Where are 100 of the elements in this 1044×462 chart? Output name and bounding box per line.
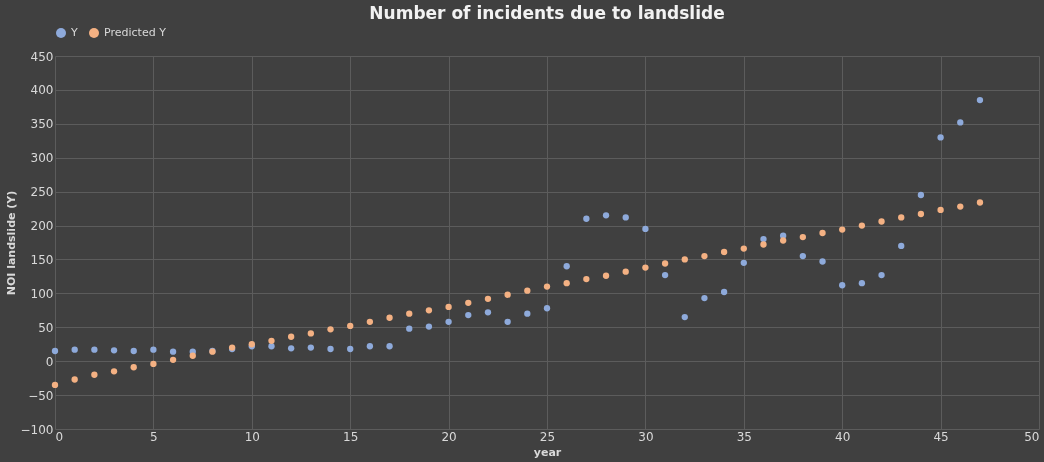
y-tick-label: 250 xyxy=(30,185,54,200)
point xyxy=(780,237,787,244)
x-axis-title: year xyxy=(533,445,562,459)
x-tick-label: 20 xyxy=(441,429,457,444)
y-axis-title: NOI landslide (Y) xyxy=(4,190,18,296)
point xyxy=(307,330,314,337)
y-tick-label: 350 xyxy=(30,117,54,132)
point xyxy=(366,343,374,350)
point xyxy=(642,225,649,233)
point xyxy=(189,352,196,359)
y-tick-label: 100 xyxy=(30,286,54,301)
y-tick-label: 200 xyxy=(30,219,54,234)
point xyxy=(898,214,905,221)
point xyxy=(661,271,669,279)
point xyxy=(602,212,610,219)
point xyxy=(799,252,806,260)
point xyxy=(347,345,354,353)
point xyxy=(858,280,866,287)
point xyxy=(268,343,275,350)
point xyxy=(681,256,688,263)
point xyxy=(386,343,393,350)
x-tick-label: 25 xyxy=(539,429,556,444)
x-tick-label: 5 xyxy=(150,429,158,444)
point xyxy=(91,371,98,378)
point xyxy=(110,368,118,375)
point xyxy=(347,322,354,330)
point xyxy=(858,222,866,229)
x-tick-label: 50 xyxy=(1024,429,1040,444)
point xyxy=(406,325,413,332)
y-tick-label: 300 xyxy=(30,151,54,166)
point xyxy=(484,295,492,302)
point xyxy=(839,226,846,233)
point xyxy=(701,252,708,260)
point xyxy=(839,282,846,289)
legend-label: Y xyxy=(70,26,78,39)
point xyxy=(622,214,629,221)
point xyxy=(740,245,747,252)
point xyxy=(71,376,78,383)
point xyxy=(169,356,177,363)
y-tick-label: −50 xyxy=(28,388,54,403)
point xyxy=(799,233,806,241)
point xyxy=(740,259,747,266)
point xyxy=(642,264,649,271)
point xyxy=(110,347,118,354)
point xyxy=(386,314,393,321)
point xyxy=(701,294,708,302)
x-tick-label: 35 xyxy=(736,429,752,444)
point xyxy=(681,313,688,321)
point xyxy=(327,326,334,333)
point xyxy=(524,310,531,317)
point xyxy=(760,235,767,243)
x-tick-label: 30 xyxy=(638,429,654,444)
point xyxy=(661,260,669,267)
point xyxy=(268,337,275,344)
point xyxy=(169,348,177,355)
point xyxy=(602,272,610,279)
legend-label: Predicted Y xyxy=(104,26,167,39)
point xyxy=(720,288,728,296)
point xyxy=(760,241,767,248)
point xyxy=(445,318,452,325)
point xyxy=(583,215,590,222)
point xyxy=(484,309,492,316)
y-tick-label: 50 xyxy=(38,320,54,335)
point xyxy=(366,318,374,325)
point xyxy=(819,258,826,265)
point xyxy=(937,206,944,214)
point xyxy=(91,346,98,353)
point xyxy=(425,323,433,330)
x-tick-label: 0 xyxy=(55,429,64,444)
point xyxy=(150,346,157,353)
x-tick-label: 45 xyxy=(933,429,949,444)
point xyxy=(406,310,413,317)
point xyxy=(937,134,944,141)
point xyxy=(51,347,59,355)
point xyxy=(917,210,925,218)
x-tick-label: 10 xyxy=(244,429,260,444)
point xyxy=(720,248,728,256)
y-tick-label: −100 xyxy=(20,422,54,437)
point xyxy=(543,283,551,290)
point xyxy=(71,346,78,353)
point xyxy=(622,268,629,275)
point xyxy=(465,311,472,319)
point xyxy=(327,345,334,353)
point xyxy=(130,347,137,355)
point xyxy=(898,242,905,250)
point xyxy=(150,360,157,368)
point xyxy=(563,280,570,287)
point xyxy=(288,345,295,352)
point xyxy=(819,229,826,237)
point xyxy=(957,203,964,210)
chart-title: Number of incidents due to landslide xyxy=(369,3,725,23)
x-tick-label: 15 xyxy=(343,429,359,444)
point xyxy=(445,303,452,311)
point xyxy=(583,275,590,283)
y-tick-label: 0 xyxy=(45,354,54,369)
point xyxy=(976,96,984,104)
point xyxy=(130,364,137,371)
y-tick-label: 450 xyxy=(30,49,54,64)
point xyxy=(465,299,472,307)
point xyxy=(976,199,984,206)
